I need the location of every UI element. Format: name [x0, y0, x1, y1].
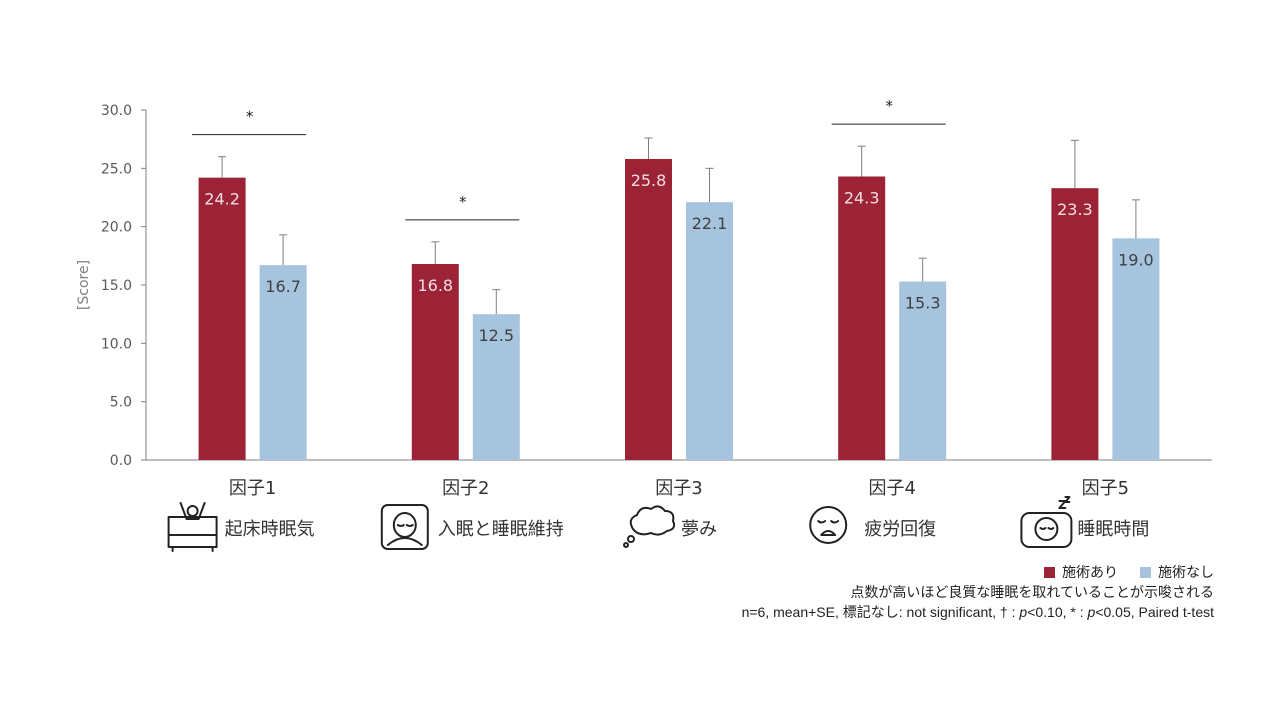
bar-with-1 — [198, 177, 246, 460]
factor-icons — [167, 496, 1073, 552]
value-label: 12.5 — [478, 326, 514, 345]
bar-without-1 — [259, 265, 307, 460]
bars — [198, 137, 1160, 460]
waking-bed-icon — [167, 502, 218, 552]
legend-swatch-with — [1044, 566, 1055, 578]
value-label: 16.7 — [265, 277, 301, 296]
category-label: 因子4 — [868, 478, 915, 499]
value-label: 15.3 — [905, 294, 941, 313]
bar-with-2 — [411, 264, 459, 460]
legend-label-without: 施術なし — [1158, 564, 1214, 580]
factor-label: 疲労回復 — [864, 519, 936, 540]
labels: 24.2 16.7 因子1 16.8 12.5 因子2 25.8 22.1 因子3 24.3 15.… — [192, 97, 1154, 540]
category-label: 因子1 — [229, 478, 276, 499]
y-tick-label: 15.0 — [101, 278, 132, 294]
legend-swatch-without — [1140, 566, 1151, 578]
factor-label: 睡眠時間 — [1077, 519, 1149, 540]
value-label: 23.3 — [1057, 200, 1093, 219]
y-tick-label: 10.0 — [101, 336, 132, 352]
factor-label: 起床時眠気 — [225, 519, 315, 540]
y-axis-label: [Score] — [76, 260, 92, 310]
value-label: 22.1 — [692, 214, 728, 233]
factor-label: 入眠と睡眠維持 — [438, 519, 564, 540]
sleeping-person-icon — [380, 504, 429, 550]
y-tick-label: 30.0 — [101, 103, 132, 119]
note-interpretation: 点数が高いほど良質な睡眠を取れていることが示唆される — [850, 584, 1214, 600]
chart-notes: 施術あり 施術なし 点数が高いほど良質な睡眠を取れていることが示唆される n=6… — [742, 562, 1214, 622]
significance-mark: * — [246, 108, 254, 126]
value-label: 16.8 — [417, 276, 453, 295]
bar-with-3 — [625, 159, 672, 460]
tired-face-icon — [809, 506, 848, 544]
value-label: 24.2 — [204, 190, 240, 209]
note-statistics: n=6, mean+SE, 標記なし: not significant, † :… — [741, 604, 1214, 620]
bar-without-3 — [686, 202, 733, 460]
bar-without-4 — [899, 281, 947, 460]
value-label: 19.0 — [1118, 250, 1154, 269]
significance-mark: * — [885, 97, 893, 115]
y-tick-label: 25.0 — [101, 161, 132, 177]
significance-mark: * — [459, 193, 467, 211]
value-label: 24.3 — [844, 189, 880, 208]
category-label: 因子5 — [1082, 478, 1129, 499]
category-label: 因子3 — [655, 478, 702, 499]
factor-label: 夢み — [681, 519, 717, 540]
bar-without-2 — [472, 314, 520, 460]
axes: 0.0 5.0 10.0 15.0 20.0 25.0 30.0 [Score] — [76, 103, 1212, 469]
sleeping-zzz-icon — [1020, 496, 1073, 548]
y-tick-label: 20.0 — [101, 220, 132, 236]
bar-with-5 — [1051, 188, 1099, 460]
legend: 施術あり 施術なし — [742, 562, 1214, 582]
legend-label-with: 施術あり — [1062, 564, 1118, 580]
bar-with-4 — [838, 176, 886, 460]
bar-without-5 — [1112, 238, 1160, 460]
y-tick-label: 5.0 — [110, 395, 132, 411]
y-tick-label: 0.0 — [110, 453, 132, 469]
dream-cloud-icon — [623, 505, 676, 548]
value-label: 25.8 — [631, 171, 667, 190]
category-label: 因子2 — [442, 478, 489, 499]
